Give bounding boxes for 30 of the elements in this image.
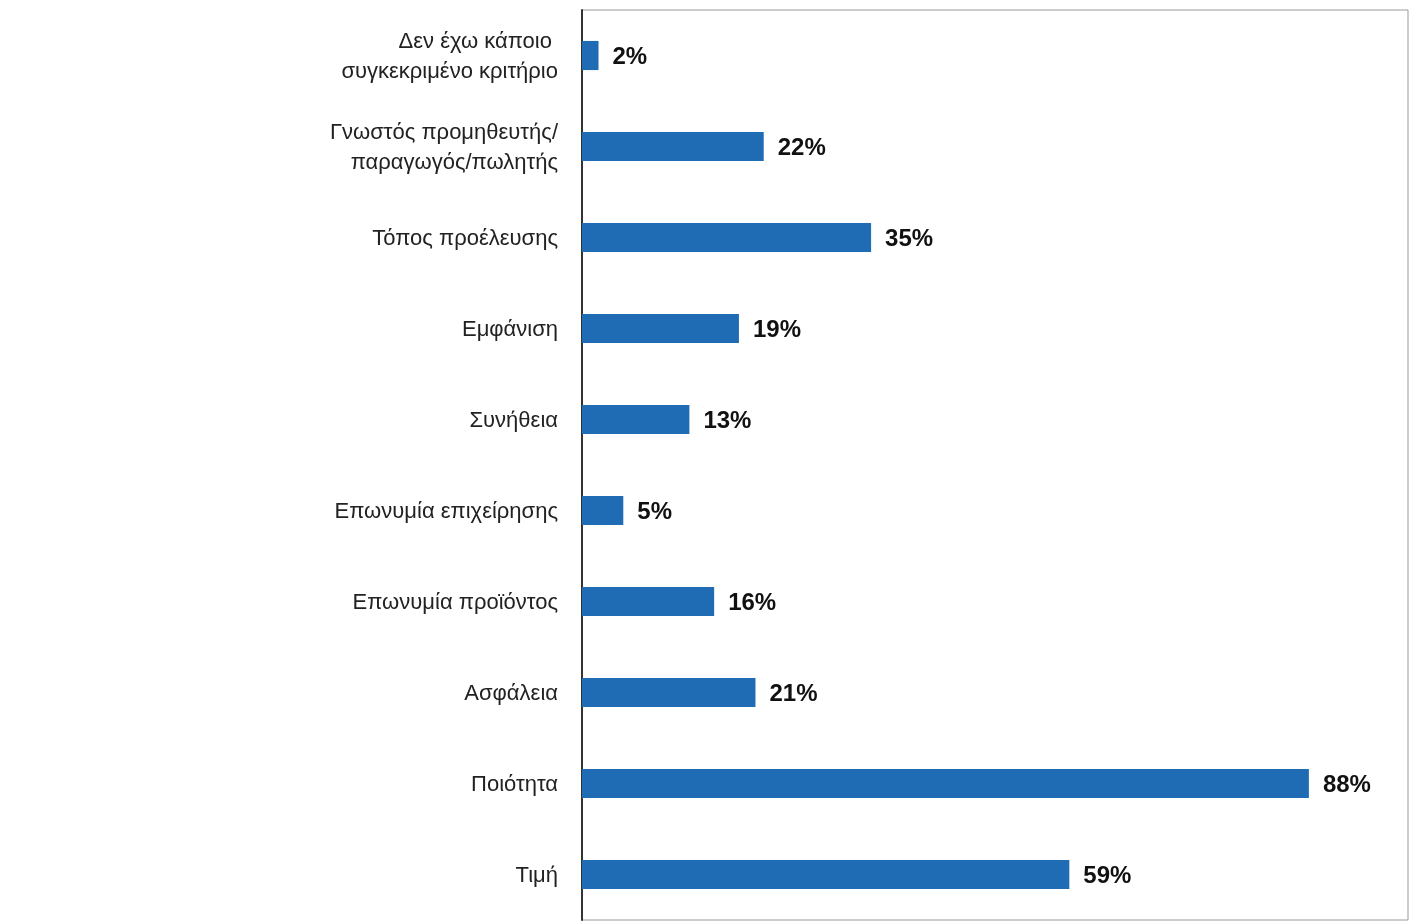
data-label: 19%: [752, 315, 801, 342]
data-label: 2%: [612, 42, 648, 69]
y-tick-label: Εμφάνιση: [461, 316, 558, 341]
bar: [582, 586, 715, 617]
data-label: 21%: [769, 679, 818, 706]
data-label: 88%: [1322, 770, 1371, 797]
y-tick-label: Δεν έχω κάποιο συγκεκριμένο κριτήριο: [341, 28, 558, 83]
bar: [582, 768, 1309, 799]
bar: [582, 313, 739, 344]
data-label: 5%: [637, 497, 672, 524]
y-tick-label: Επωνυμία προϊόντος: [352, 589, 558, 614]
data-label: 13%: [703, 406, 752, 433]
bar: [582, 222, 872, 253]
y-tick-label: Ποιότητα: [471, 771, 559, 796]
y-tick-label: Γνωστός προμηθευτής/παραγωγός/πωλητής: [329, 119, 559, 174]
y-tick-label: Επωνυμία επιχείρησης: [334, 498, 558, 523]
bar: [582, 40, 599, 71]
data-label: 35%: [885, 224, 934, 251]
y-tick-label: Ασφάλεια: [464, 680, 559, 705]
y-tick-label: Τιμή: [515, 862, 558, 887]
data-label: 22%: [777, 133, 826, 160]
y-tick-label: Συνήθεια: [469, 407, 559, 432]
bar: [582, 404, 690, 435]
bar: [582, 495, 624, 526]
bar: [582, 859, 1070, 890]
bar: [582, 131, 764, 162]
data-label: 16%: [728, 588, 777, 615]
y-tick-label: Τόπος προέλευσης: [372, 225, 558, 250]
data-label: 59%: [1083, 861, 1132, 888]
bar: [582, 677, 756, 708]
